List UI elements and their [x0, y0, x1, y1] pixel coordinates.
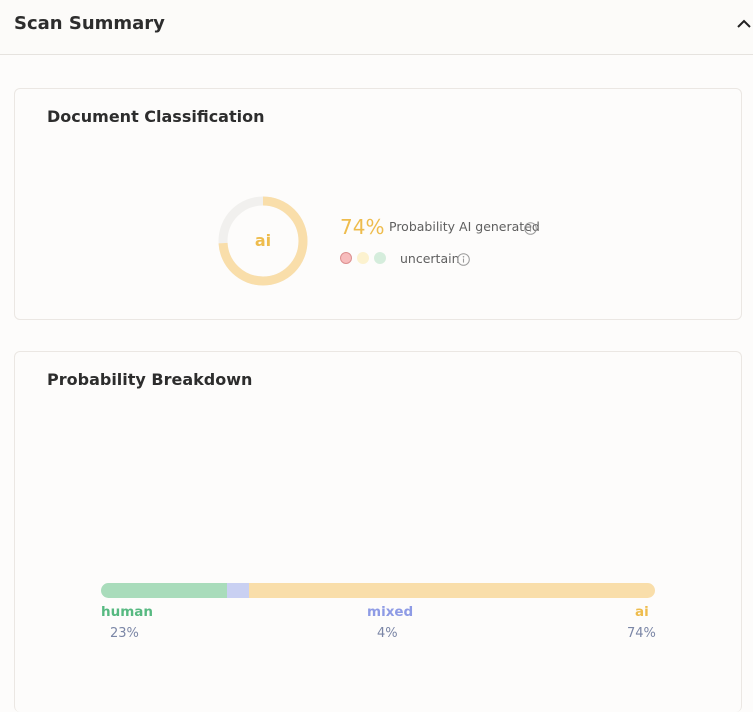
classification-donut [218, 196, 308, 286]
document-classification-card: Document Classification ai 74% Probabili… [14, 88, 742, 320]
ai-value: 74% [627, 626, 656, 641]
confidence-dot-low [340, 252, 352, 264]
probability-bar [101, 583, 655, 598]
scan-summary-header: Scan Summary [0, 0, 753, 55]
classification-title: Document Classification [47, 107, 265, 126]
bar-segment-human [101, 583, 228, 598]
info-icon[interactable] [524, 220, 537, 235]
human-value: 23% [110, 626, 139, 641]
ai-probability-label: Probability AI generated [389, 219, 540, 234]
confidence-dot-high [374, 252, 386, 264]
human-label: human [101, 604, 154, 620]
mixed-label: mixed [367, 604, 414, 620]
ai-label: ai [635, 604, 649, 620]
ai-probability-value: 74% [340, 215, 385, 239]
breakdown-title: Probability Breakdown [47, 370, 253, 389]
probability-breakdown-card: Probability Breakdown human 23% mixed 4%… [14, 351, 742, 712]
bar-segment-mixed [227, 583, 250, 598]
collapse-button[interactable] [734, 14, 753, 34]
info-icon[interactable] [457, 251, 470, 266]
donut-ai-arc [218, 196, 308, 286]
certainty-label: uncertain [400, 251, 460, 266]
page-title: Scan Summary [14, 13, 165, 34]
chevron-up-icon [737, 19, 751, 28]
mixed-value: 4% [377, 626, 398, 641]
confidence-dot-medium [357, 252, 369, 264]
donut-label: ai [254, 231, 272, 250]
bar-segment-ai [249, 583, 655, 598]
